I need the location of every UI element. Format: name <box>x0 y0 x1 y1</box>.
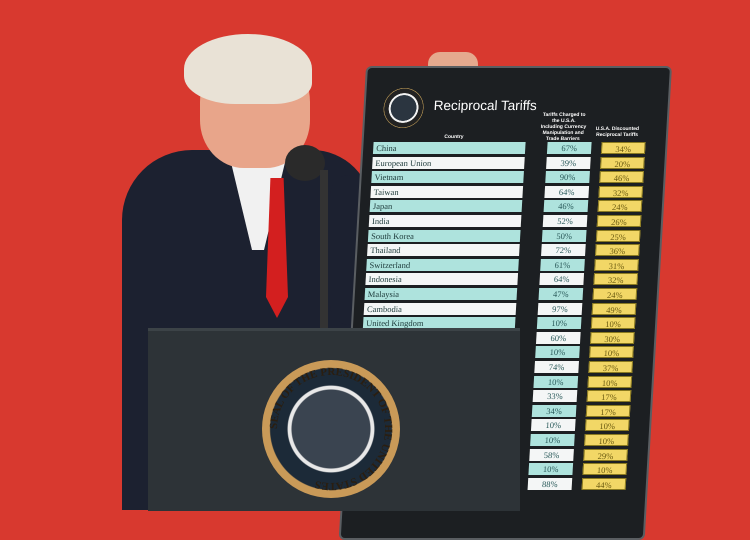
table-row: European Union 39% 20% <box>372 156 645 169</box>
discounted-cell: 37% <box>588 361 633 373</box>
country-cell: European Union <box>372 156 525 169</box>
table-row: Vietnam 90% 46% <box>371 171 644 184</box>
charged-cell: 10% <box>535 346 580 359</box>
charged-cell: 52% <box>542 215 588 227</box>
charged-cell: 34% <box>531 404 577 417</box>
discounted-cell: 20% <box>600 156 645 169</box>
charged-cell: 90% <box>545 171 590 184</box>
charged-cell: 50% <box>541 229 587 242</box>
charged-cell: 67% <box>546 142 592 154</box>
country-cell: Taiwan <box>370 185 524 198</box>
discounted-cell: 32% <box>593 273 639 286</box>
charged-cell: 58% <box>529 448 574 461</box>
microphone-stand <box>320 170 328 330</box>
discounted-cell: 29% <box>583 448 628 461</box>
country-cell: Japan <box>369 200 523 213</box>
country-cell: India <box>368 215 522 227</box>
table-row: India 52% 26% <box>368 215 642 227</box>
table-row: Indonesia 64% 32% <box>365 273 639 286</box>
country-cell: Indonesia <box>365 273 519 286</box>
discounted-cell: 34% <box>600 142 646 154</box>
discounted-cell: 24% <box>592 288 638 300</box>
charged-cell: 47% <box>538 288 584 300</box>
seal-text: SEAL OF THE PRESIDENT OF THE UNITED STAT… <box>268 366 394 492</box>
charged-cell: 64% <box>539 273 585 286</box>
table-row: Thailand 72% 36% <box>367 244 640 257</box>
charged-cell: 10% <box>530 434 575 446</box>
discounted-cell: 10% <box>584 419 630 432</box>
discounted-cell: 17% <box>585 404 631 417</box>
table-row: Switzerland 61% 31% <box>366 258 639 271</box>
discounted-cell: 10% <box>584 434 629 446</box>
discounted-cell: 25% <box>595 229 641 242</box>
country-header: Country <box>444 134 464 140</box>
discounted-cell: 10% <box>590 317 636 330</box>
discounted-cell: 30% <box>589 331 635 344</box>
charged-cell: 61% <box>540 258 585 271</box>
table-row: Japan 46% 24% <box>369 200 643 213</box>
presidential-seal: SEAL OF THE PRESIDENT OF THE UNITED STAT… <box>262 360 400 498</box>
country-cell: Malaysia <box>364 288 518 300</box>
charged-cell: 10% <box>533 375 579 388</box>
country-cell: Cambodia <box>363 302 517 315</box>
hair <box>184 34 312 104</box>
table-row: Malaysia 47% 24% <box>364 288 638 300</box>
discounted-cell: 17% <box>586 390 632 403</box>
microphone <box>285 145 325 181</box>
discounted-cell: 10% <box>587 375 633 388</box>
discounted-cell: 10% <box>589 346 634 359</box>
charged-cell: 64% <box>544 185 590 198</box>
charged-cell: 33% <box>532 390 578 403</box>
presidential-seal-logo <box>382 88 425 128</box>
board-title: Reciprocal Tariffs <box>433 98 538 113</box>
charged-cell: 72% <box>541 244 586 257</box>
discounted-cell: 46% <box>599 171 644 184</box>
tie <box>266 178 288 318</box>
charged-header: Tariffs Charged to the U.S.A. Including … <box>540 112 587 142</box>
country-cell: Thailand <box>367 244 520 257</box>
table-row: Cambodia 97% 49% <box>363 302 637 315</box>
country-cell: Switzerland <box>366 258 519 271</box>
charged-cell: 10% <box>530 419 576 432</box>
charged-cell: 74% <box>534 361 579 373</box>
table-row: China 67% 34% <box>372 142 646 154</box>
table-row: Taiwan 64% 32% <box>370 185 644 198</box>
country-cell: China <box>372 142 526 154</box>
seal-lettering: SEAL OF THE PRESIDENT OF THE UNITED STAT… <box>268 366 394 492</box>
discounted-cell: 32% <box>598 185 644 198</box>
discounted-cell: 36% <box>595 244 640 257</box>
charged-cell: 10% <box>536 317 582 330</box>
svg-text:SEAL OF THE PRESIDENT OF THE U: SEAL OF THE PRESIDENT OF THE UNITED STAT… <box>268 366 394 492</box>
discounted-header: U.S.A. Discounted Reciprocal Tariffs <box>595 126 640 138</box>
table-row: South Korea 50% 25% <box>367 229 641 242</box>
discounted-cell: 44% <box>581 477 627 490</box>
country-cell: Vietnam <box>371 171 524 184</box>
charged-cell: 10% <box>528 463 574 476</box>
charged-cell: 60% <box>535 331 581 344</box>
charged-cell: 88% <box>527 477 573 490</box>
country-cell: South Korea <box>367 229 521 242</box>
discounted-cell: 26% <box>596 215 642 227</box>
discounted-cell: 24% <box>597 200 643 213</box>
charged-cell: 97% <box>537 302 583 315</box>
discounted-cell: 10% <box>582 463 628 476</box>
discounted-cell: 31% <box>594 258 639 271</box>
discounted-cell: 49% <box>591 302 637 315</box>
charged-cell: 39% <box>546 156 591 169</box>
charged-cell: 46% <box>543 200 589 213</box>
